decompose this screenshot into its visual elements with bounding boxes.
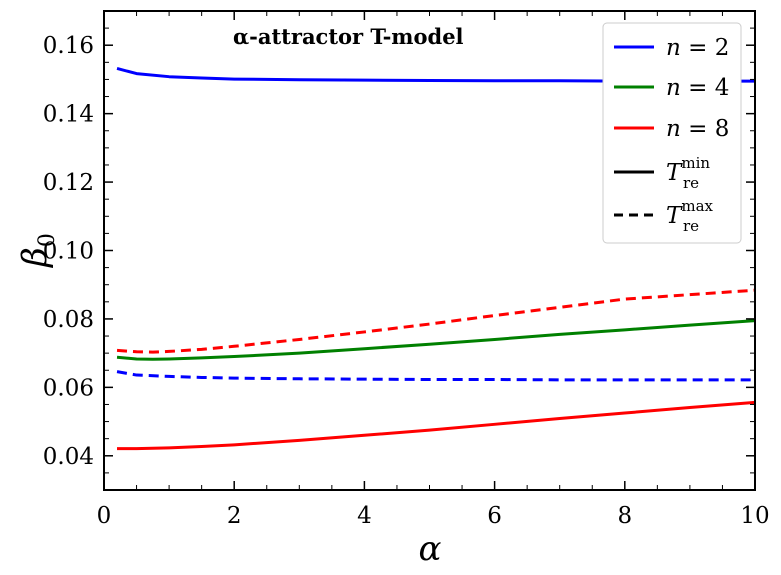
legend-label: n = 4 [666,75,729,101]
y-axis-label-main: β [15,247,55,269]
series-line-2 [116,319,756,361]
y-tick-label: 0.16 [43,33,94,59]
y-axis-label-subscript: 0 [35,233,60,247]
legend-label: n = 2 [666,35,729,61]
legend: n = 2 n = 4 n = 8 Tmin re Tmax re [602,22,742,244]
legend-item-0: n = 2 [614,35,729,61]
y-tick-label: 0.14 [43,102,94,128]
x-tick-label: 0 [97,503,112,529]
x-tick-label: 6 [487,503,502,529]
legend-label: Tmin re [666,154,710,192]
y-tick-label: 0.10 [43,239,94,265]
legend-item-4: Tmax re [614,197,714,235]
ticks-layer: 0 2 4 6 8 10 0.04 0.06 0.08 0.10 0.12 0.14 0.16 [43,10,770,529]
legend-box [602,22,742,244]
y-tick-label: 0.04 [43,444,94,470]
x-tick-label: 2 [227,503,242,529]
series-line-1 [116,370,755,382]
x-axis-label: α [419,529,442,569]
y-tick-label: 0.12 [43,170,94,196]
x-tick-label: 8 [617,503,632,529]
legend-label: Tmax re [666,197,714,235]
legend-item-2: n = 8 [614,116,729,142]
legend-item-3: Tmin re [614,154,710,192]
chart-title: α-attractor T-model [233,24,464,49]
legend-label: n = 8 [666,116,729,142]
x-tick-label: 4 [357,503,372,529]
x-tick-label: 10 [740,503,769,529]
series-line-3 [117,400,756,451]
y-tick-label: 0.06 [43,375,94,401]
legend-item-1: n = 4 [614,75,729,101]
y-tick-label: 0.08 [43,307,94,333]
y-axis-label: β0 [15,233,60,269]
svg-text:β0: β0 [15,233,60,269]
plot-frame [103,10,756,491]
series-line-4 [116,288,756,354]
